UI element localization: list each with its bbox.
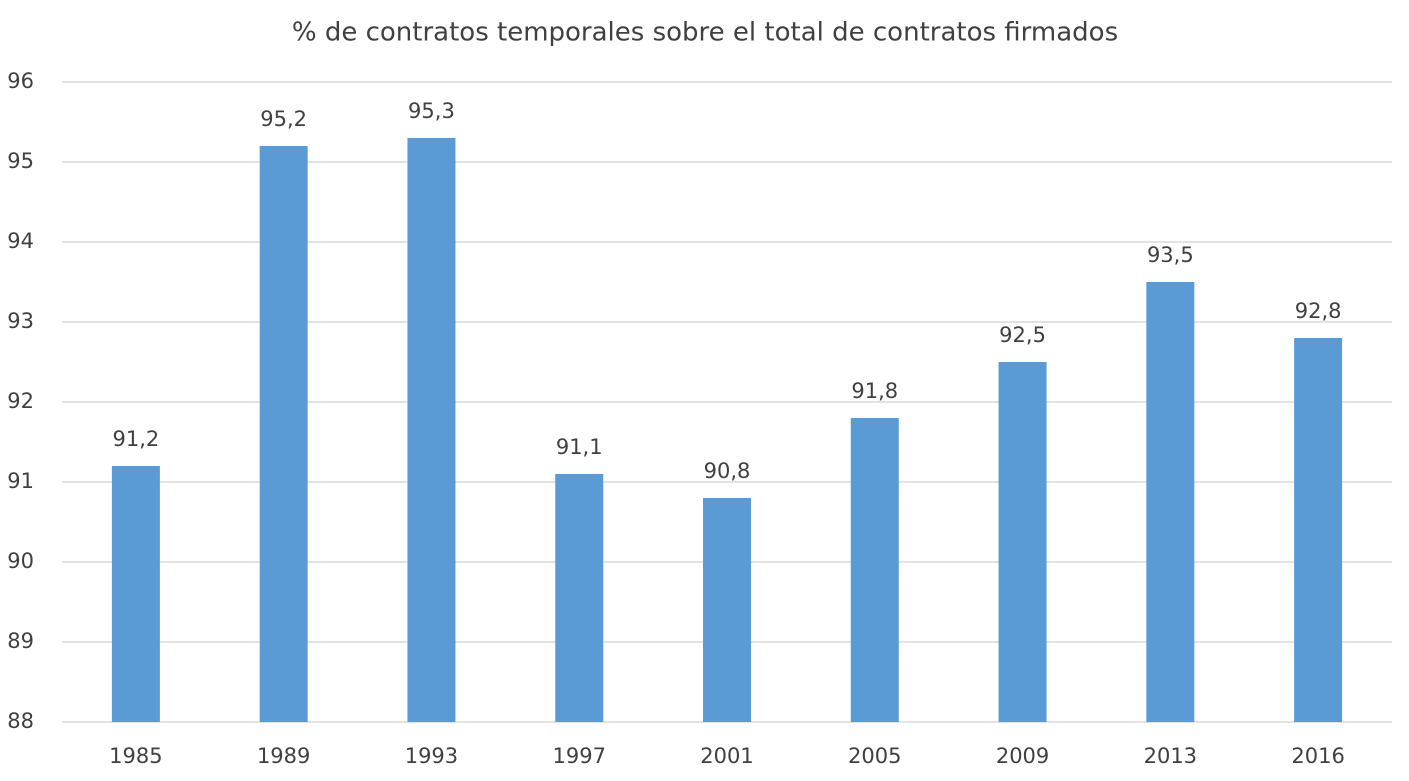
bar (703, 498, 751, 722)
y-tick-label: 96 (7, 69, 34, 93)
y-tick-label: 94 (7, 229, 34, 253)
x-tick-label: 2005 (848, 744, 901, 768)
x-tick-label: 1985 (109, 744, 162, 768)
y-tick-label: 91 (7, 469, 34, 493)
x-tick-label: 2009 (996, 744, 1049, 768)
bar (1294, 338, 1343, 722)
x-tick-label: 2016 (1291, 744, 1344, 768)
bar (850, 418, 899, 722)
value-label: 91,1 (556, 435, 603, 459)
value-label: 90,8 (704, 459, 751, 483)
bar (1146, 282, 1195, 722)
value-label: 92,5 (999, 323, 1046, 347)
y-tick-label: 93 (7, 309, 34, 333)
bar (259, 146, 308, 722)
value-label: 91,8 (851, 379, 898, 403)
value-label: 92,8 (1295, 299, 1342, 323)
y-tick-label: 92 (7, 389, 34, 413)
y-tick-label: 88 (7, 709, 34, 733)
y-tick-label: 95 (7, 149, 34, 173)
y-tick-label: 89 (7, 629, 34, 653)
bar (111, 466, 160, 722)
bar (555, 474, 604, 722)
value-label: 95,2 (260, 107, 307, 131)
value-label: 93,5 (1147, 243, 1194, 267)
x-tick-label: 1997 (552, 744, 605, 768)
x-tick-label: 2013 (1144, 744, 1197, 768)
bar (407, 138, 456, 722)
x-tick-label: 1993 (405, 744, 458, 768)
y-tick-label: 90 (7, 549, 34, 573)
chart-title: % de contratos temporales sobre el total… (292, 18, 1118, 48)
value-label: 95,3 (408, 99, 455, 123)
value-label: 91,2 (113, 427, 160, 451)
bar (998, 362, 1047, 722)
x-tick-label: 2001 (700, 744, 753, 768)
x-tick-label: 1989 (257, 744, 310, 768)
